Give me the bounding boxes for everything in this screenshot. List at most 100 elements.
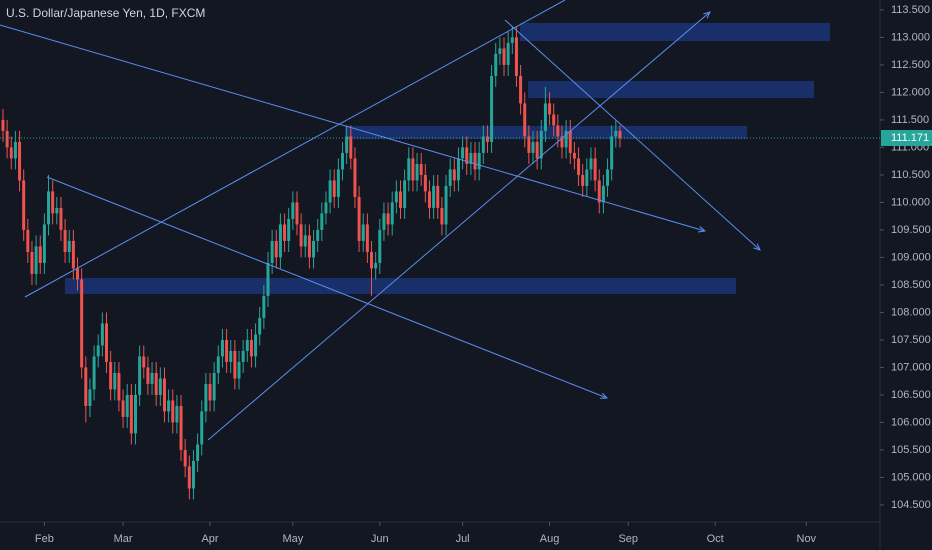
candle-body [597,180,601,203]
candle-body [494,53,498,76]
candle-body [577,158,581,175]
candle-body [154,372,158,395]
candle-body [121,400,125,417]
candle-body [527,136,531,153]
candle-body [378,229,382,263]
candle-body [22,180,26,230]
x-tick-label: Sep [618,533,638,545]
trend-line [0,24,705,231]
candle-body [204,383,208,412]
candle-body [585,169,589,186]
candle-body [229,350,233,362]
candle-body [117,372,121,401]
candle-body [266,262,270,296]
candle-body [448,169,452,186]
candle-body [96,345,100,357]
y-tick-label: 110.500 [891,169,930,181]
candle-body [283,224,287,241]
candle-body [556,125,560,137]
candle-body [142,356,146,368]
candle-body [552,114,556,126]
candle-body [510,37,514,43]
candle-body [394,191,398,203]
candle-body [498,48,502,54]
candle-body [146,367,150,384]
candle-body [349,136,353,159]
zone [520,23,830,41]
candle-body [589,158,593,170]
candle-body [245,339,249,351]
candle-body [225,339,229,362]
x-tick-label: Nov [797,533,817,545]
candle-body [506,42,510,65]
candle-body [18,141,22,181]
candle-body [295,202,299,225]
candle-body [150,372,154,384]
candle-body [601,185,605,203]
candle-body [398,191,402,208]
candles [1,26,622,500]
y-tick-label: 105.500 [891,444,931,456]
candle-body [456,158,460,181]
y-tick-label: 105.000 [891,471,931,483]
trend-line [504,19,760,250]
candle-body [440,207,444,225]
candle-body [436,185,440,208]
candle-body [249,339,253,357]
candle-body [320,213,324,230]
candle-body [593,158,597,181]
candle-body [42,224,46,263]
candle-body [519,75,523,104]
zone [345,126,747,139]
candle-body [514,37,518,76]
candle-body [34,246,38,274]
candle-body [175,405,179,423]
chart-title: U.S. Dollar/Japanese Yen, 1D, FXCM [6,6,205,20]
candle-body [109,361,113,390]
candle-body [481,136,485,153]
candle-body [1,119,5,131]
candle-body [560,136,564,148]
candle-body [432,185,436,208]
candle-body [200,411,204,445]
candle-body [568,130,572,153]
candle-body [5,130,9,148]
candle-body [312,240,316,258]
trend-line [46,176,607,398]
candle-body [423,174,427,192]
candle-body [67,240,71,252]
y-tick-label: 112.000 [891,86,930,98]
candle-body [216,356,220,373]
candle-body [270,240,274,263]
candle-body [171,400,175,423]
candle-body [477,152,481,170]
x-tick-label: Feb [35,533,54,545]
x-tick-label: Jun [371,533,389,545]
candle-body [303,235,307,247]
candle-body [469,152,473,164]
candle-body [38,246,42,263]
y-tick-label: 106.500 [891,389,931,401]
candle-body [30,251,34,274]
x-tick-label: Aug [540,533,560,545]
candle-body [614,130,618,137]
candle-body [105,323,109,362]
candle-body [341,152,345,170]
candle-body [88,389,92,406]
candle-body [220,339,224,357]
candle-body [444,185,448,225]
candle-body [531,141,535,153]
candle-body [523,103,527,137]
candle-body [357,196,361,241]
y-tick-label: 113.500 [891,4,930,16]
candle-body [63,229,67,252]
y-tick-label: 106.000 [891,416,931,428]
candle-body [407,158,411,181]
candle-body [564,130,568,148]
candle-body [572,152,576,159]
candle-body [403,180,407,208]
candle-body [258,317,262,335]
candle-body [324,202,328,214]
candle-body [361,224,365,241]
